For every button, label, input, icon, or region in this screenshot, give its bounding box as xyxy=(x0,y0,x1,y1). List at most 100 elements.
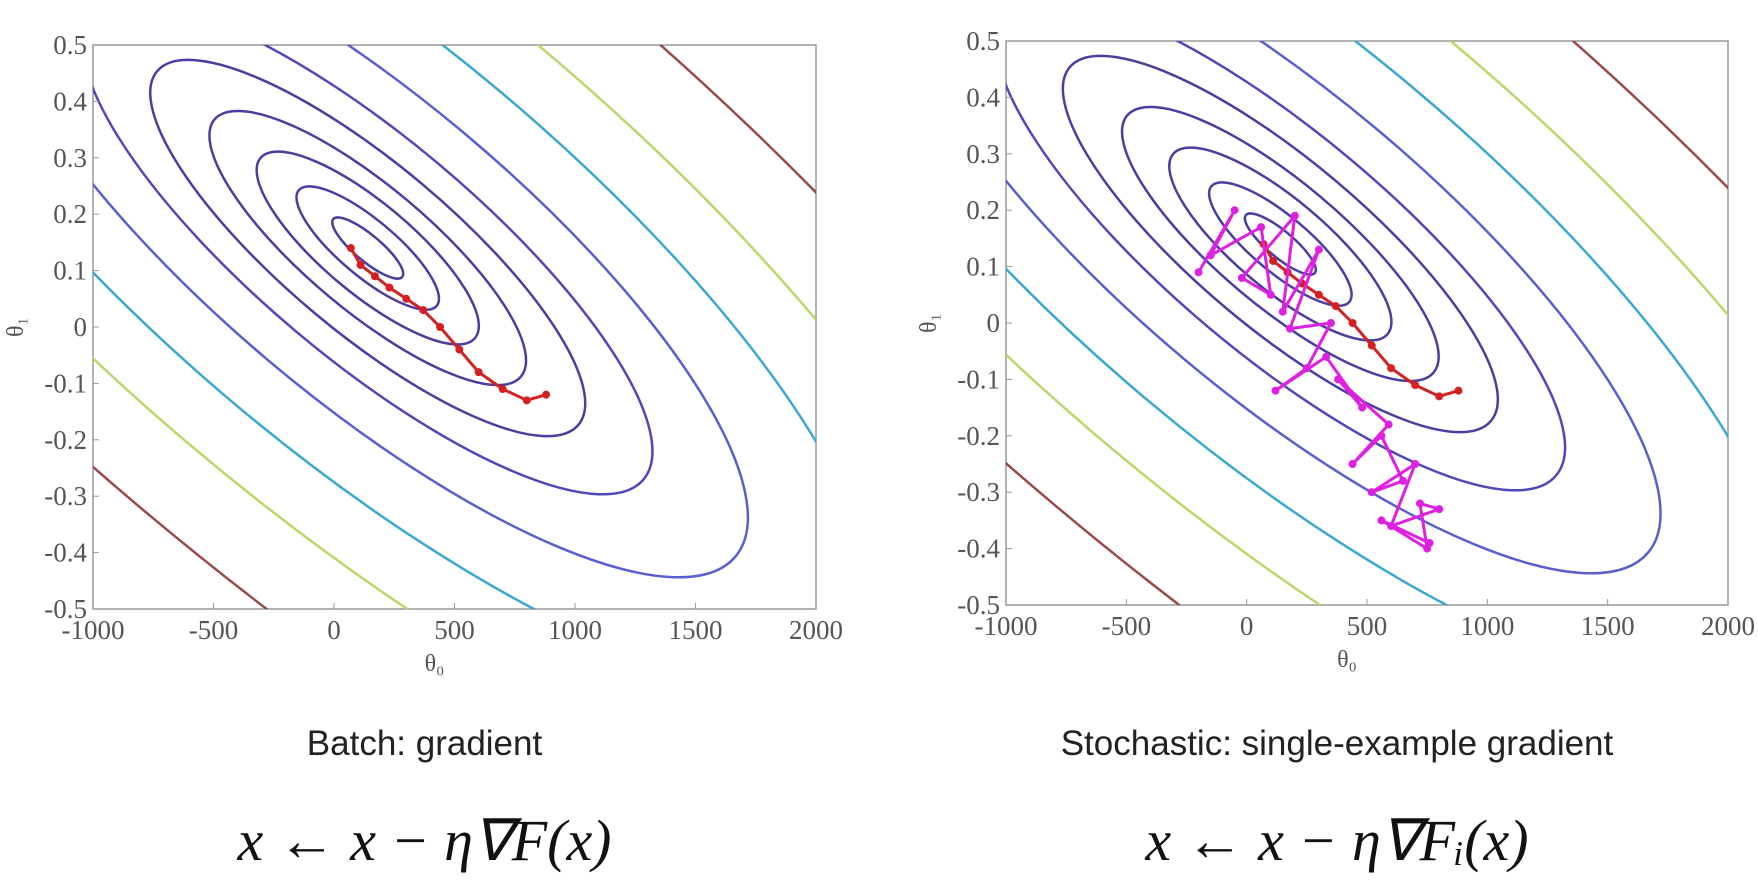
contour-line xyxy=(93,45,750,579)
step-point xyxy=(436,323,445,331)
caption: Batch: gradient xyxy=(307,724,543,763)
y-tick-label: -0.1 xyxy=(44,368,87,398)
y-tick-label: 0.3 xyxy=(966,139,1000,169)
x-tick-label: 500 xyxy=(434,615,475,645)
y-axis-label: θ₁ xyxy=(3,317,29,337)
step-point xyxy=(542,390,551,399)
step-point xyxy=(1322,352,1331,361)
plot-area xyxy=(1005,40,1729,606)
step-point xyxy=(1269,256,1278,265)
x-tick-label: 1500 xyxy=(669,615,723,645)
step-point xyxy=(474,368,483,377)
step-point xyxy=(1334,375,1343,384)
trajectory xyxy=(1197,209,1445,552)
step-point xyxy=(1331,302,1340,311)
step-point xyxy=(370,272,379,281)
step-point xyxy=(1367,341,1376,350)
y-tick-label: -0.5 xyxy=(44,594,87,624)
x-tick-label: -1000 xyxy=(975,611,1038,641)
paths xyxy=(1194,206,1463,553)
x-tick-label: -1000 xyxy=(62,615,125,645)
step-point xyxy=(1206,251,1215,260)
y-tick-label: 0.3 xyxy=(53,143,87,173)
step-point xyxy=(1230,206,1239,215)
x-tick-label: 2000 xyxy=(789,615,843,645)
x-axis-label: θ₀ xyxy=(425,651,445,677)
contour-line xyxy=(1006,41,1728,605)
contour-line xyxy=(93,45,816,609)
step-point xyxy=(498,385,507,394)
contour-line xyxy=(295,185,441,311)
plot-area xyxy=(92,44,817,610)
step-point xyxy=(1326,319,1335,327)
y-tick-label: -0.1 xyxy=(957,364,1000,394)
step-point xyxy=(1348,460,1357,468)
step-point xyxy=(1387,522,1396,531)
contour-line xyxy=(1006,41,1567,492)
contour-line xyxy=(1168,146,1393,342)
y-tick-label: 0.5 xyxy=(966,26,1000,56)
contour-line xyxy=(93,45,816,609)
y-tick-label: 0.5 xyxy=(53,30,87,60)
x-tick-label: 0 xyxy=(327,615,341,645)
step-point xyxy=(1237,273,1246,282)
x-tick-label: -500 xyxy=(189,615,239,645)
step-point xyxy=(1454,386,1463,395)
formula: x ← x − η∇F(x) xyxy=(237,808,612,873)
x-tick-label: 1500 xyxy=(1581,611,1635,641)
step-point xyxy=(1285,324,1294,333)
y-tick-label: -0.2 xyxy=(44,425,87,455)
x-tick-label: 2000 xyxy=(1701,611,1755,641)
step-point xyxy=(1377,516,1386,525)
y-tick-label: 0.4 xyxy=(53,86,87,116)
x-tick-label: 1000 xyxy=(548,615,602,645)
contour-line xyxy=(93,45,816,609)
step-point xyxy=(346,244,355,253)
y-tick-label: -0.3 xyxy=(44,481,87,511)
contour-line xyxy=(1061,54,1500,434)
step-point xyxy=(1266,290,1275,299)
step-point xyxy=(419,306,428,315)
contour-line xyxy=(149,58,587,438)
y-tick-label: 0.2 xyxy=(53,199,87,229)
contour-line xyxy=(1243,212,1318,276)
plot: -1000 -500 0 500 1000 1500 2000 0.5 0.4 0.3 0.2 0.1… xyxy=(916,26,1755,873)
x-axis-label: θ₀ xyxy=(1337,647,1357,673)
contour-line xyxy=(1006,41,1728,605)
y-tick-label: -0.5 xyxy=(957,590,1000,620)
paths xyxy=(346,244,551,405)
contours xyxy=(93,45,816,609)
step-point xyxy=(1348,319,1357,327)
step-point xyxy=(1367,488,1376,497)
step-point xyxy=(385,283,394,292)
step-point xyxy=(1314,245,1323,254)
step-point xyxy=(1425,538,1434,547)
contour-line xyxy=(1120,105,1440,383)
y-tick-label: 0 xyxy=(987,308,1001,338)
y-tick-label: 0 xyxy=(74,312,88,342)
step-point xyxy=(1399,476,1408,485)
step-point xyxy=(1257,223,1266,232)
step-point xyxy=(1435,505,1444,514)
contours xyxy=(1006,41,1728,605)
step-point xyxy=(1314,290,1323,299)
x-tick-label: 1000 xyxy=(1460,611,1514,641)
y-tick-label: 0.1 xyxy=(966,252,1000,282)
step-point xyxy=(1435,392,1444,401)
y-axis-label: θ₁ xyxy=(916,313,942,333)
step-point xyxy=(1415,499,1424,508)
step-point xyxy=(1358,403,1367,412)
x-tick-label: -500 xyxy=(1102,611,1152,641)
y-tick-label: 0.2 xyxy=(966,195,1000,225)
contour-line xyxy=(255,150,481,346)
step-point xyxy=(402,294,411,303)
y-tick-label: -0.3 xyxy=(957,477,1000,507)
caption: Stochastic: single-example gradient xyxy=(1061,724,1614,763)
step-point xyxy=(1302,364,1311,373)
step-point xyxy=(1290,211,1299,220)
contour-line xyxy=(1207,181,1353,307)
y-tick-label: -0.2 xyxy=(957,421,1000,451)
step-point xyxy=(522,396,531,405)
